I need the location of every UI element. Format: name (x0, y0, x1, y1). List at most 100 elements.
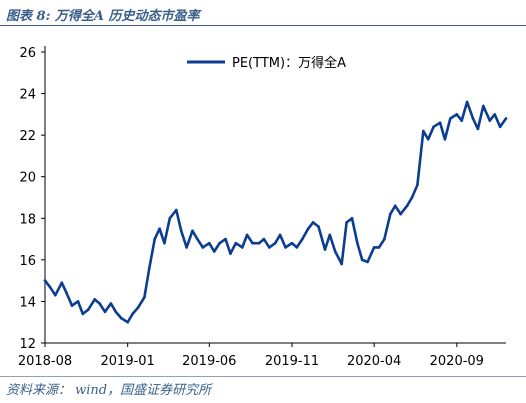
data-point (356, 241, 359, 245)
data-point (185, 246, 188, 249)
data-point (48, 285, 52, 289)
data-point (136, 306, 140, 310)
data-point (383, 237, 386, 241)
data-point (65, 291, 68, 295)
data-point (86, 308, 90, 312)
data-point (345, 221, 348, 224)
data-point (126, 320, 129, 324)
data-point (405, 204, 409, 208)
data-point (143, 296, 146, 299)
data-point (284, 246, 287, 249)
data-point (114, 310, 118, 314)
data-point (54, 293, 57, 297)
data-point (268, 246, 271, 249)
data-point (476, 127, 480, 131)
data-point (488, 119, 492, 122)
data-point (179, 229, 183, 233)
y-tick-label: 16 (19, 254, 36, 269)
data-point (241, 246, 244, 249)
data-point (98, 302, 101, 305)
data-point (323, 248, 327, 251)
x-tick-label: 2019-01 (101, 354, 155, 369)
data-point (360, 258, 364, 262)
x-axis-ticks: 2018-08 2019-01 2019-06 2019-11 2020-04 2020-… (18, 343, 484, 369)
data-point (131, 312, 134, 316)
data-point (460, 119, 464, 122)
y-tick-label: 12 (19, 337, 36, 352)
figure-source: 资料来源： wind，国盛证券研究所 (6, 383, 212, 398)
figure-title: 图表 8: 万得全A 历史动态市盈率 (6, 9, 200, 24)
data-point (290, 241, 294, 245)
data-point (389, 212, 392, 216)
data-point (311, 221, 315, 224)
data-point (175, 208, 178, 212)
data-point (218, 241, 221, 245)
data-point (262, 237, 266, 241)
data-point (504, 117, 508, 120)
data-point (350, 217, 354, 220)
chart-axes (44, 46, 506, 344)
data-point (340, 262, 344, 266)
data-point (410, 196, 414, 199)
x-tick-label: 2020-09 (430, 354, 484, 369)
data-point (455, 113, 459, 116)
data-point (158, 227, 161, 230)
legend-label: PE(TTM)：万得全A (232, 55, 346, 71)
data-point (393, 204, 397, 208)
data-point (443, 138, 447, 141)
y-tick-label: 14 (19, 295, 36, 310)
source-divider (0, 376, 526, 377)
data-point (201, 246, 205, 249)
data-point (301, 237, 304, 241)
data-point (163, 241, 166, 245)
data-point (70, 304, 74, 307)
data-point (103, 310, 107, 314)
data-point (76, 300, 80, 303)
data-point (449, 117, 452, 120)
y-tick-label: 26 (19, 46, 36, 61)
data-point (482, 104, 485, 108)
data-point (245, 233, 249, 237)
series-line-pe-ttm (43, 100, 508, 324)
data-point (333, 250, 337, 253)
data-point (471, 117, 475, 120)
x-tick-label: 2019-11 (265, 354, 319, 369)
data-point (432, 125, 435, 129)
y-tick-label: 18 (19, 212, 36, 227)
data-point (208, 241, 211, 245)
data-point (109, 302, 113, 305)
data-point (224, 237, 227, 241)
data-point (234, 241, 238, 245)
data-point (493, 113, 497, 116)
x-tick-label: 2020-04 (347, 354, 401, 369)
data-point (257, 241, 261, 245)
data-point (278, 233, 282, 237)
chart-series (43, 100, 508, 324)
chart-legend: PE(TTM)：万得全A (187, 55, 346, 71)
data-point (317, 225, 320, 228)
data-point (196, 237, 199, 241)
data-point (328, 233, 332, 237)
data-point (229, 252, 232, 255)
data-point (498, 125, 502, 129)
data-point (93, 298, 96, 301)
data-point (43, 279, 47, 282)
x-tick-label: 2018-08 (18, 354, 72, 369)
data-point (422, 129, 425, 133)
data-point (372, 246, 376, 249)
data-point (426, 138, 430, 141)
y-tick-label: 24 (19, 88, 36, 103)
data-point (212, 250, 216, 253)
title-divider (0, 25, 526, 26)
data-point (295, 246, 299, 249)
data-point (119, 316, 123, 320)
data-point (438, 121, 442, 124)
data-point (60, 281, 64, 285)
data-point (168, 217, 172, 220)
data-point (465, 100, 469, 104)
data-point (81, 312, 85, 316)
data-point (153, 237, 156, 241)
y-tick-label: 20 (19, 171, 36, 186)
y-tick-label: 22 (19, 129, 36, 144)
